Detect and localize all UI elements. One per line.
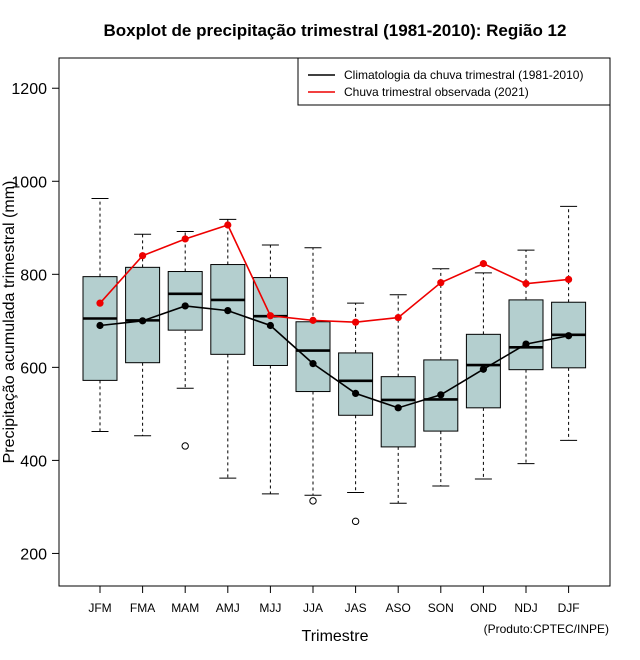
series-lines xyxy=(96,221,573,412)
x-axis-title: Trimestre xyxy=(302,628,369,645)
y-axis: 200 400 600 800 1000 1200 xyxy=(11,81,60,563)
box-body xyxy=(167,271,203,331)
point-observed xyxy=(96,299,104,307)
box-son xyxy=(423,268,459,487)
x-tick-label: ASO xyxy=(386,601,411,615)
legend-label-climatology: Climatologia da chuva trimestral (1981-2… xyxy=(344,68,583,82)
y-tick-label: 800 xyxy=(20,267,47,284)
point-observed xyxy=(479,260,487,268)
x-tick-label: SON xyxy=(428,601,454,615)
point-climatology xyxy=(352,389,360,398)
x-tick-label: OND xyxy=(470,601,497,615)
box-fma xyxy=(125,233,161,437)
x-tick-label: JAS xyxy=(345,601,367,615)
x-tick-label: FMA xyxy=(130,601,155,615)
point-observed xyxy=(266,312,274,320)
box-jas xyxy=(338,302,374,526)
legend-box xyxy=(297,57,611,106)
boxes xyxy=(82,197,587,526)
point-observed xyxy=(309,316,317,324)
legend-label-observed: Chuva trimestral observada (2021) xyxy=(344,85,529,99)
box-body xyxy=(338,352,374,416)
credit-note: (Produto:CPTEC/INPE) xyxy=(484,622,609,636)
box-mam xyxy=(167,231,203,450)
x-tick-label: DJF xyxy=(558,601,580,615)
box-body xyxy=(82,276,118,381)
box-jfm xyxy=(82,197,118,433)
point-climatology xyxy=(139,317,147,325)
point-observed xyxy=(565,275,573,284)
point-climatology xyxy=(394,404,402,412)
point-climatology xyxy=(437,391,445,399)
point-observed xyxy=(224,221,232,229)
point-observed xyxy=(352,318,360,326)
chart-title: Boxplot de precipitação trimestral (1981… xyxy=(104,21,567,40)
outlier-point xyxy=(309,497,317,505)
point-observed xyxy=(181,235,189,243)
outlier-point xyxy=(181,442,189,450)
x-tick-label: JFM xyxy=(88,601,111,615)
point-climatology xyxy=(224,307,232,315)
x-axis: JFM FMA MAM AMJ MJJ JJA JAS ASO SON OND NDJ DJF xyxy=(88,585,580,615)
x-tick-label: JJA xyxy=(303,601,323,615)
outlier-point xyxy=(351,517,360,526)
series-line-climatology xyxy=(99,305,569,409)
box-aso xyxy=(380,294,416,504)
point-climatology xyxy=(96,321,104,330)
point-observed xyxy=(522,280,530,288)
y-tick-label: 200 xyxy=(20,546,47,563)
series-line-observed xyxy=(99,224,569,324)
point-climatology xyxy=(266,321,274,330)
point-observed xyxy=(139,252,147,260)
box-body xyxy=(125,266,161,364)
box-mjj xyxy=(252,244,288,495)
point-climatology xyxy=(479,365,487,373)
x-tick-label: AMJ xyxy=(216,601,240,615)
x-tick-label: MAM xyxy=(171,601,199,615)
x-tick-label: NDJ xyxy=(514,601,537,615)
point-climatology xyxy=(309,360,317,368)
point-climatology xyxy=(181,302,189,310)
box-djf xyxy=(551,205,587,441)
point-observed xyxy=(394,313,402,322)
point-climatology xyxy=(522,340,530,348)
y-axis-title: Precipitação acumulada trimestral (mm) xyxy=(1,181,18,464)
y-tick-label: 600 xyxy=(20,360,47,377)
legend: Climatologia da chuva trimestral (1981-2… xyxy=(297,57,611,106)
box-body xyxy=(508,299,544,371)
x-tick-label: MJJ xyxy=(259,601,281,615)
box-body xyxy=(380,376,416,448)
box-body xyxy=(295,321,331,393)
y-tick-label: 400 xyxy=(20,453,47,470)
point-observed xyxy=(437,279,445,287)
box-amj xyxy=(210,218,246,479)
point-climatology xyxy=(565,332,573,340)
box-ndj xyxy=(508,249,544,465)
y-tick-label: 1000 xyxy=(11,174,47,191)
box-jja xyxy=(295,247,331,505)
y-tick-label: 1200 xyxy=(11,81,47,98)
